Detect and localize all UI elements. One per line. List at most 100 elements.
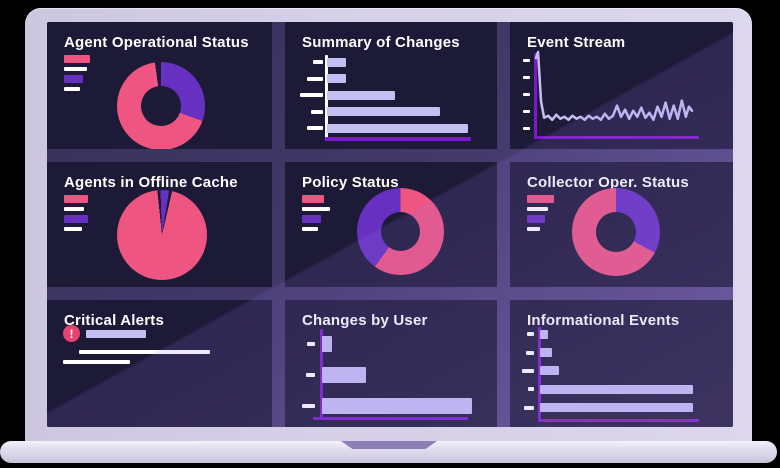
panel-body — [510, 162, 733, 287]
axis-tick — [299, 109, 323, 114]
legend-swatch — [64, 67, 87, 71]
axis-tick — [299, 93, 323, 98]
bar — [327, 123, 468, 133]
x-axis — [534, 136, 699, 139]
legend-swatch — [64, 227, 82, 231]
bar-row — [519, 399, 693, 417]
legend-swatch — [64, 55, 90, 63]
bar-row — [299, 54, 468, 71]
panel-body — [47, 22, 272, 149]
legend-swatch — [64, 195, 88, 203]
donut-hole — [141, 86, 181, 126]
legend-swatch — [527, 195, 554, 203]
dashboard-grid: Agent Operational Status Summary of Chan… — [47, 22, 733, 427]
y-axis — [534, 53, 537, 139]
panel-policy-status: Policy Status — [285, 162, 497, 287]
bar-row — [293, 328, 472, 359]
legend-swatch — [527, 207, 548, 211]
legend-swatch — [302, 227, 318, 231]
bar-row — [519, 362, 693, 380]
legend-swatch — [64, 207, 84, 211]
bar — [540, 403, 693, 413]
tick-dash — [522, 368, 534, 373]
alert-text-line — [79, 350, 210, 354]
panel-body — [510, 22, 733, 149]
bar — [327, 74, 346, 84]
panel-title: Informational Events — [527, 312, 680, 329]
donut-chart — [117, 62, 205, 149]
axis-tick — [299, 126, 323, 131]
x-axis — [325, 137, 471, 141]
tick-dash — [307, 341, 315, 346]
axis-tick — [519, 350, 534, 355]
panel-body — [285, 300, 497, 427]
bar — [327, 57, 346, 67]
donut-hole — [380, 211, 421, 252]
panel-title: Collector Oper. Status — [527, 174, 689, 191]
bar-chart — [293, 328, 472, 421]
panel-body: ! — [47, 300, 272, 427]
x-axis — [313, 417, 468, 420]
x-axis — [538, 419, 699, 422]
line-series — [534, 50, 694, 122]
panel-informational-events: Informational Events — [510, 300, 733, 427]
pie-chart — [117, 190, 207, 280]
tick-dash — [306, 372, 315, 377]
laptop-base-notch — [341, 441, 437, 449]
bar — [540, 366, 559, 376]
donut-hole — [596, 212, 636, 252]
panel-title: Agents in Offline Cache — [64, 174, 238, 191]
axis-tick — [519, 405, 534, 410]
alert-text-line — [63, 360, 130, 364]
panel-agent-operational-status: Agent Operational Status — [47, 22, 272, 149]
tick-dash — [307, 126, 323, 131]
axis-tick — [519, 332, 534, 337]
legend-swatch — [527, 215, 545, 223]
tick-dash — [307, 76, 323, 81]
axis-tick — [519, 387, 534, 392]
legend-swatch — [64, 215, 88, 223]
panel-event-stream: Event Stream — [510, 22, 733, 149]
bar — [322, 335, 332, 352]
legend-swatch — [64, 87, 80, 91]
panel-title: Summary of Changes — [302, 34, 460, 51]
bar — [327, 90, 395, 100]
bar-row — [519, 343, 693, 361]
bar-chart — [299, 54, 468, 137]
bar-row — [519, 325, 693, 343]
laptop-bezel: Agent Operational Status Summary of Chan… — [25, 8, 752, 441]
bar — [327, 107, 440, 117]
tick-dash — [302, 403, 315, 408]
axis-tick — [293, 341, 315, 346]
chart-legend — [64, 195, 88, 235]
tick-dash — [311, 109, 323, 114]
tick-dash — [523, 76, 530, 79]
chart-legend — [527, 195, 554, 235]
panel-title: Event Stream — [527, 34, 626, 51]
exclamation-circle-icon: ! — [63, 325, 80, 342]
tick-dash — [526, 350, 534, 355]
y-axis — [538, 327, 541, 422]
tick-dash — [300, 93, 323, 98]
donut-chart — [357, 188, 444, 275]
panel-title: Policy Status — [302, 174, 399, 191]
bar — [540, 329, 548, 339]
bar-row — [293, 359, 472, 390]
panel-critical-alerts: Critical Alerts ! — [47, 300, 272, 427]
axis-tick — [293, 403, 315, 408]
bar-row — [299, 87, 468, 104]
bar-row — [293, 390, 472, 421]
axis-tick — [299, 60, 323, 65]
panel-title: Agent Operational Status — [64, 34, 249, 51]
bar-row — [299, 71, 468, 88]
tick-dash — [527, 332, 534, 337]
panel-title: Changes by User — [302, 312, 428, 329]
panel-title: Critical Alerts — [64, 312, 164, 329]
donut-chart — [572, 188, 660, 276]
bar-row — [519, 380, 693, 398]
tick-dash — [523, 127, 530, 130]
axis-tick — [519, 368, 534, 373]
legend-swatch — [302, 215, 321, 223]
tick-dash — [523, 93, 530, 96]
